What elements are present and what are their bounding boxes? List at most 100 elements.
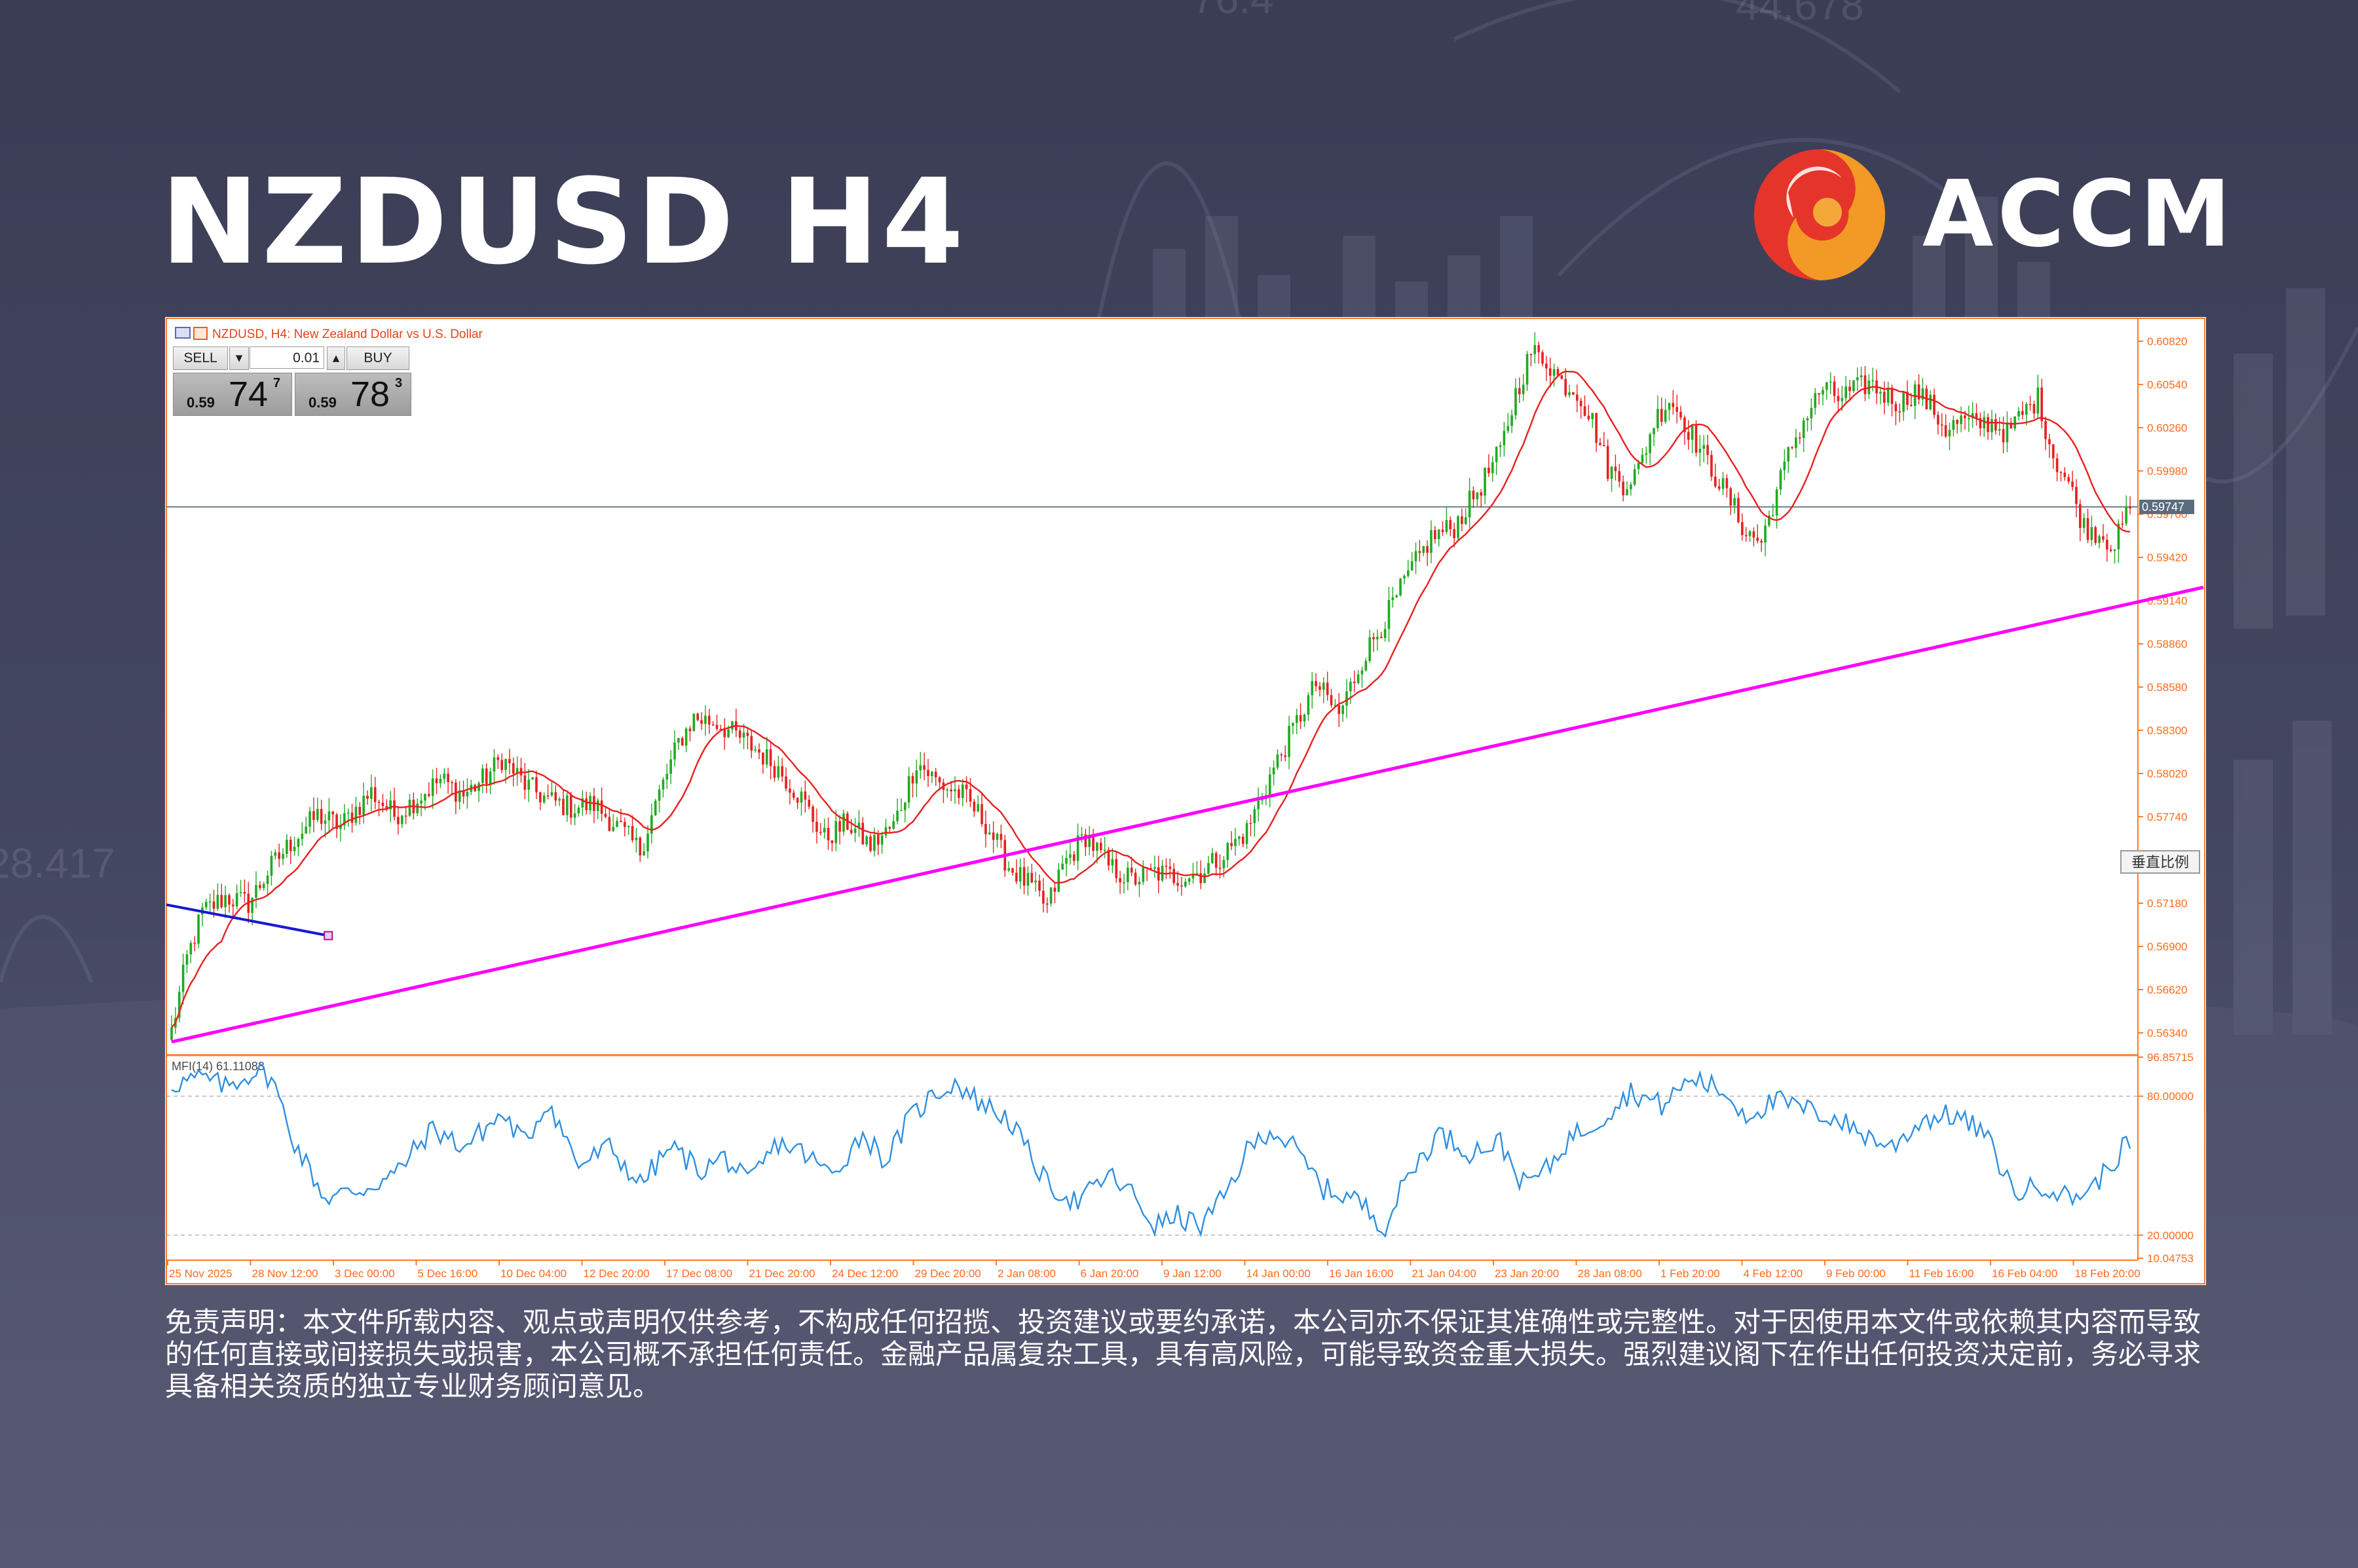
- candle: [996, 832, 999, 848]
- candle: [181, 954, 185, 1005]
- candle: [1752, 527, 1755, 547]
- candle: [343, 804, 346, 831]
- candle: [1379, 631, 1383, 639]
- price-tick-label: 0.59420: [2147, 551, 2187, 564]
- time-tick-label: 1 Feb 20:00: [1660, 1267, 1720, 1280]
- candle: [965, 776, 968, 803]
- chart-window[interactable]: NZDUSD, H4: New Zealand Dollar vs U.S. D…: [165, 317, 2206, 1285]
- vertical-scale-button[interactable]: 垂直比例: [2120, 850, 2200, 874]
- price-chart[interactable]: NZDUSD, H4: New Zealand Dollar vs U.S. D…: [165, 317, 2206, 1285]
- candle: [1238, 835, 1241, 846]
- candle: [1307, 692, 1310, 721]
- candle: [519, 758, 523, 783]
- candle: [1744, 527, 1748, 542]
- candle: [535, 770, 538, 799]
- candle: [1606, 439, 1609, 482]
- lot-size-input[interactable]: 0.01: [250, 346, 324, 369]
- candle: [1791, 446, 1793, 450]
- candle: [596, 798, 599, 819]
- candle: [915, 759, 918, 797]
- chart-header: NZDUSD, H4: New Zealand Dollar vs U.S. D…: [175, 327, 483, 341]
- price-tick-label: 0.58580: [2147, 681, 2187, 694]
- candle: [1065, 850, 1068, 877]
- candle: [2113, 549, 2116, 564]
- candle: [224, 886, 227, 918]
- buy-button[interactable]: BUY: [346, 346, 409, 370]
- candle: [1626, 481, 1628, 496]
- candle: [612, 813, 615, 832]
- lot-up-arrow[interactable]: ▴: [327, 346, 345, 370]
- blue-trendline[interactable]: [166, 903, 329, 937]
- candle: [581, 790, 584, 816]
- candle: [1138, 876, 1141, 897]
- candle: [1649, 432, 1651, 465]
- candle: [681, 736, 684, 746]
- lot-dropdown-arrow[interactable]: ▾: [229, 346, 249, 370]
- chart-border: [166, 318, 2205, 1284]
- candle: [1698, 435, 1702, 466]
- candle: [293, 836, 296, 856]
- candle: [508, 749, 511, 775]
- candle: [2044, 416, 2047, 451]
- candle: [1119, 870, 1121, 894]
- candle: [973, 798, 976, 817]
- candle: [1195, 861, 1199, 875]
- mfi-tick-label: 80.00000: [2147, 1091, 2194, 1103]
- candle: [738, 728, 741, 744]
- candle: [1991, 409, 1993, 440]
- time-tick-label: 29 Dec 20:00: [915, 1267, 981, 1280]
- time-tick-label: 18 Feb 20:00: [2075, 1267, 2141, 1280]
- trendline[interactable]: [171, 586, 2204, 1044]
- candle: [1418, 540, 1421, 562]
- candle: [1975, 403, 1978, 426]
- ask-prefix: 0.59: [309, 394, 337, 411]
- candle: [1268, 767, 1271, 808]
- bid-price[interactable]: 0.59 74 7: [173, 373, 292, 416]
- ask-price[interactable]: 0.59 78 3: [295, 373, 411, 416]
- candle: [1825, 381, 1828, 400]
- time-tick-label: 9 Feb 00:00: [1826, 1267, 1886, 1280]
- candle: [1775, 487, 1778, 529]
- candle: [1810, 398, 1813, 431]
- disclaimer: 免责声明：本文件所载内容、观点或声明仅供参考，不构成任何招揽、投资建议或要约承诺…: [165, 1307, 2201, 1402]
- candle: [808, 795, 811, 810]
- candle: [1737, 492, 1740, 524]
- candle: [662, 777, 665, 798]
- candle: [1284, 745, 1287, 762]
- candle: [1971, 401, 1974, 428]
- candle: [1495, 445, 1498, 476]
- candle: [1123, 873, 1125, 893]
- time-tick-label: 25 Nov 2025: [169, 1267, 232, 1280]
- trendline-handle[interactable]: [324, 931, 333, 941]
- price-tick-label: 0.58860: [2147, 638, 2187, 650]
- candle: [1687, 420, 1690, 450]
- candle: [1917, 374, 1920, 405]
- candle: [1545, 356, 1548, 381]
- candle: [677, 737, 680, 751]
- candle: [934, 768, 937, 786]
- time-tick-label: 17 Dec 08:00: [666, 1267, 732, 1280]
- candle: [1069, 842, 1072, 865]
- candle: [735, 709, 738, 737]
- candle: [1422, 546, 1425, 557]
- candle: [1856, 367, 1859, 391]
- candle: [665, 764, 669, 789]
- time-tick-label: 21 Dec 20:00: [749, 1267, 815, 1280]
- candle: [865, 834, 868, 848]
- candle: [1660, 397, 1663, 426]
- candle: [1610, 466, 1613, 492]
- time-tick-label: 14 Jan 00:00: [1246, 1267, 1311, 1280]
- candle: [1372, 633, 1375, 652]
- candle: [255, 871, 257, 908]
- candle: [1556, 366, 1560, 377]
- candle: [335, 812, 338, 838]
- candle: [907, 767, 910, 809]
- candle: [1522, 374, 1525, 401]
- candle: [1979, 412, 1982, 436]
- candle: [707, 709, 711, 734]
- price-tick-label: 0.60820: [2147, 335, 2187, 348]
- candle: [1430, 520, 1432, 563]
- candle: [1645, 446, 1648, 464]
- sell-button[interactable]: SELL: [173, 346, 228, 370]
- candle: [804, 780, 807, 813]
